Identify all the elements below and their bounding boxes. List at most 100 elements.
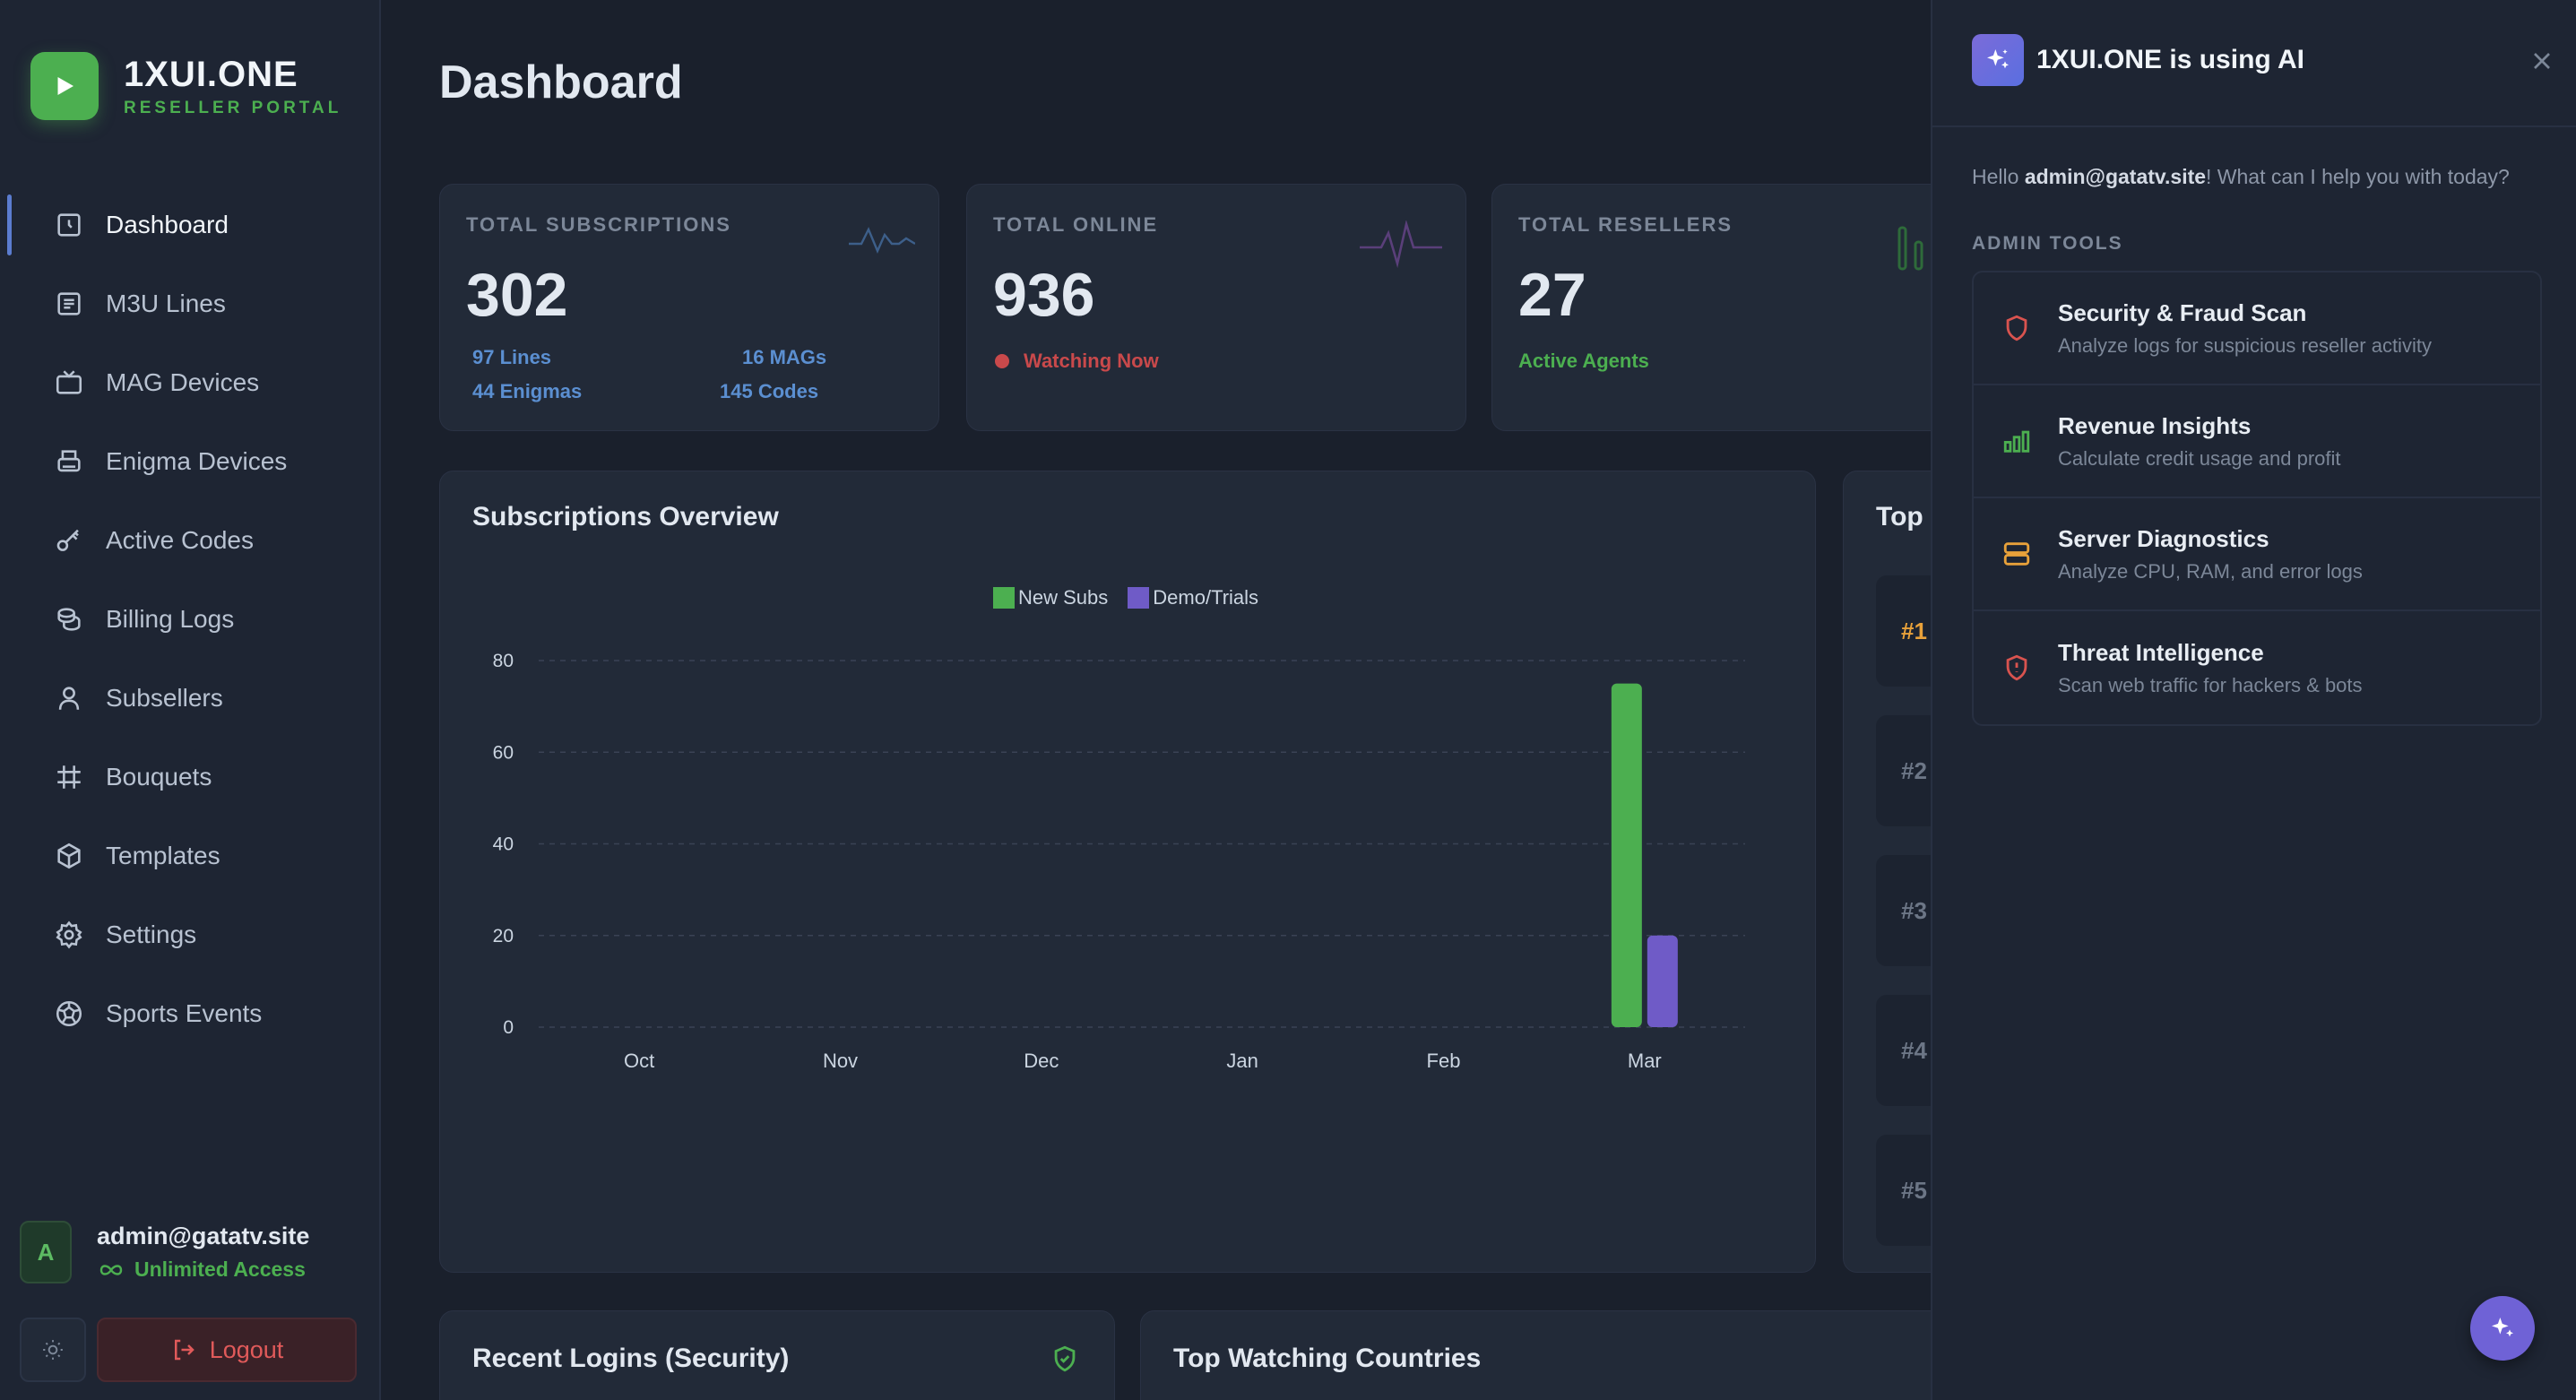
gear-icon — [56, 920, 82, 949]
sidebar-item-billing-logs[interactable]: Billing Logs — [0, 580, 381, 659]
sidebar-item-label: Enigma Devices — [106, 447, 288, 475]
mags-link[interactable]: 16 MAGs — [742, 346, 827, 368]
x-tick-label: Mar — [1628, 1050, 1662, 1072]
printer-icon — [57, 450, 81, 472]
sidebar-item-label: Bouquets — [106, 763, 212, 791]
card-title: Recent Logins (Security) — [472, 1344, 790, 1373]
sidebar-item-sports-events[interactable]: Sports Events — [0, 974, 381, 1053]
sparkles-icon — [1972, 34, 2024, 86]
server-icon — [1999, 536, 2035, 572]
sidebar-item-settings[interactable]: Settings — [0, 895, 381, 974]
user-profile[interactable]: A admin@gatatv.site Unlimited Access — [20, 1221, 309, 1283]
sidebar-item-label: Settings — [106, 920, 197, 948]
sidebar-item-label: Billing Logs — [106, 605, 235, 633]
sidebar-nav: Dashboard M3U Lines MAG Devices Enigma D… — [0, 186, 381, 1053]
greeting-user: admin@gatatv.site — [2024, 165, 2207, 188]
sidebar-item-label: M3U Lines — [106, 290, 226, 317]
y-tick-label: 0 — [503, 1017, 514, 1038]
card-title: Subscriptions Overview — [472, 502, 779, 531]
bars-icon — [1897, 226, 1923, 271]
pulse-icon — [849, 227, 915, 255]
theme-toggle-button[interactable] — [20, 1318, 86, 1382]
x-tick-label: Feb — [1427, 1050, 1461, 1072]
subscriptions-chart: 0 20 40 60 80 Oct Nov Dec Jan Feb Mar — [493, 651, 1745, 1072]
sidebar-item-mag-devices[interactable]: MAG Devices — [0, 343, 381, 422]
user-email: admin@gatatv.site — [97, 1223, 310, 1249]
user-access-label: Unlimited Access — [134, 1257, 306, 1281]
legend-item-demo-trials[interactable]: Demo/Trials — [1128, 586, 1258, 609]
tool-security-fraud-scan[interactable]: Security & Fraud Scan Analyze logs for s… — [1974, 272, 2540, 385]
lines-link[interactable]: 97 Lines — [472, 346, 552, 368]
shield-icon — [1999, 310, 2035, 346]
legend-label: Demo/Trials — [1153, 586, 1259, 609]
sidebar-item-label: MAG Devices — [106, 368, 260, 396]
brand-name: 1XUI.ONE — [124, 54, 298, 94]
stat-label: TOTAL SUBSCRIPTIONS — [466, 213, 731, 236]
sidebar-item-subsellers[interactable]: Subsellers — [0, 659, 381, 738]
legend-swatch — [1128, 587, 1150, 609]
sidebar-item-templates[interactable]: Templates — [0, 817, 381, 895]
ai-assistant-fab[interactable] — [2470, 1296, 2535, 1361]
sidebar-item-enigma-devices[interactable]: Enigma Devices — [0, 422, 381, 501]
ai-assistant-panel: 1XUI.ONE is using AI Hello admin@gatatv.… — [1931, 0, 2576, 1400]
box-icon — [57, 843, 81, 869]
sidebar-item-active-codes[interactable]: Active Codes — [0, 501, 381, 580]
greeting-suffix: ! What can I help you with today? — [2206, 165, 2510, 188]
subscriptions-overview-card: Subscriptions Overview New Subs Demo/Tri… — [439, 471, 1816, 1273]
stat-value: 936 — [993, 261, 1095, 329]
user-icon — [58, 687, 80, 710]
heartbeat-icon — [1360, 220, 1442, 269]
coins-icon — [57, 608, 81, 631]
list-icon — [57, 292, 81, 315]
sidebar-item-label: Sports Events — [106, 999, 263, 1027]
tool-desc: Analyze CPU, RAM, and error logs — [2058, 559, 2363, 583]
user-access-badge: Unlimited Access — [97, 1257, 309, 1282]
chart-legend: New Subs Demo/Trials — [993, 586, 1278, 609]
stat-label: TOTAL ONLINE — [993, 213, 1159, 236]
logout-button[interactable]: Logout — [97, 1318, 357, 1382]
legend-label: New Subs — [1018, 586, 1109, 609]
tool-revenue-insights[interactable]: Revenue Insights Calculate credit usage … — [1974, 385, 2540, 498]
sidebar-item-bouquets[interactable]: Bouquets — [0, 738, 381, 817]
greeting-prefix: Hello — [1972, 165, 2025, 188]
ai-panel-title: 1XUI.ONE is using AI — [2036, 45, 2304, 74]
dashboard-icon — [57, 213, 81, 237]
ball-icon — [56, 1000, 82, 1027]
card-title: Top Watching Countries — [1173, 1344, 1482, 1373]
stat-label: TOTAL RESELLERS — [1518, 213, 1733, 236]
tool-name: Security & Fraud Scan — [2058, 298, 2307, 326]
sidebar-item-dashboard[interactable]: Dashboard — [0, 186, 381, 264]
legend-item-new-subs[interactable]: New Subs — [993, 586, 1108, 609]
active-agents-label: Active Agents — [1518, 350, 1649, 372]
tool-name: Server Diagnostics — [2058, 524, 2269, 552]
infinity-icon — [99, 1264, 123, 1275]
tool-name: Threat Intelligence — [2058, 638, 2264, 666]
tool-desc: Analyze logs for suspicious reseller act… — [2058, 333, 2432, 357]
sidebar-item-label: Dashboard — [106, 211, 229, 238]
sidebar-item-label: Subsellers — [106, 684, 223, 712]
stat-card-online: TOTAL ONLINE 936 Watching Now — [966, 184, 1466, 431]
close-icon[interactable] — [2528, 47, 2556, 75]
tool-threat-intelligence[interactable]: Threat Intelligence Scan web traffic for… — [1974, 611, 2540, 724]
brand-subtitle: RESELLER PORTAL — [124, 98, 342, 117]
sidebar-item-m3u-lines[interactable]: M3U Lines — [0, 264, 381, 343]
page-title: Dashboard — [439, 56, 683, 108]
tool-name: Revenue Insights — [2058, 411, 2252, 439]
sidebar-item-label: Templates — [106, 842, 220, 869]
y-tick-label: 40 — [493, 834, 514, 855]
recent-logins-card: Recent Logins (Security) — [439, 1310, 1115, 1400]
logout-icon — [174, 1339, 194, 1361]
legend-swatch — [993, 587, 1015, 609]
x-tick-label: Oct — [624, 1050, 654, 1072]
ai-greeting: Hello admin@gatatv.site! What can I help… — [1972, 165, 2510, 189]
bar-chart-icon — [1999, 423, 2035, 459]
brand[interactable]: 1XUI.ONE RESELLER PORTAL — [30, 52, 341, 120]
tool-server-diagnostics[interactable]: Server Diagnostics Analyze CPU, RAM, and… — [1974, 498, 2540, 611]
codes-link[interactable]: 145 Codes — [720, 380, 819, 402]
sidebar: 1XUI.ONE RESELLER PORTAL Dashboard M3U L… — [0, 0, 381, 1400]
sidebar-item-label: Active Codes — [106, 526, 254, 554]
watching-status: Watching Now — [995, 350, 1159, 373]
top-countries-card: Top Watching Countries — [1140, 1310, 1965, 1400]
enigmas-link[interactable]: 44 Enigmas — [472, 380, 583, 402]
hash-icon — [57, 765, 81, 789]
